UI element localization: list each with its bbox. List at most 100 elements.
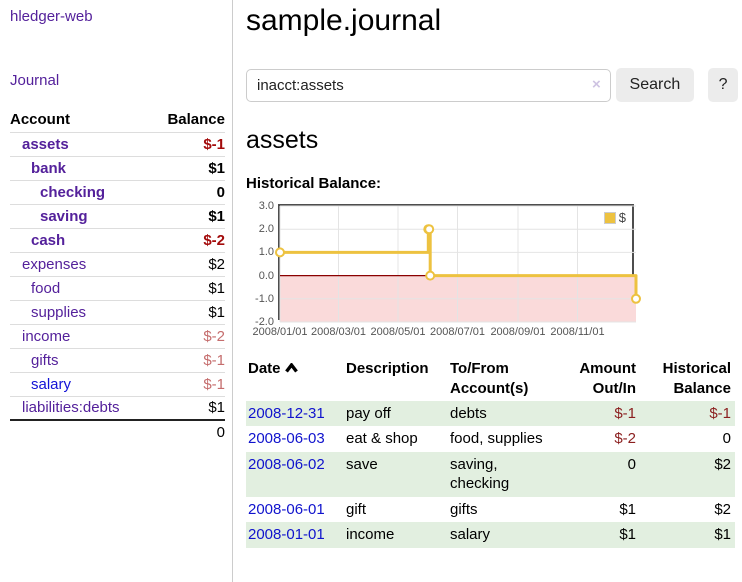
- register-header-balance-line2: Balance: [673, 380, 731, 398]
- register-header-description: Description: [346, 360, 429, 377]
- sort-asc-icon: [284, 363, 298, 373]
- chart-plot-area: $: [275, 204, 641, 323]
- account-row: gifts $-1: [10, 348, 225, 372]
- register-row: 2008-12-31 pay off debts $-1 $-1: [246, 400, 735, 426]
- register-balance: $-1: [709, 404, 731, 422]
- account-link-food[interactable]: food: [31, 279, 61, 297]
- account-balance: $2: [208, 255, 225, 273]
- register-accounts: food, supplies: [450, 430, 543, 447]
- account-link-income[interactable]: income: [22, 327, 71, 345]
- register-accounts: salary: [450, 526, 491, 543]
- page-title: sample.journal: [246, 4, 442, 37]
- register-header-amount-line1: Amount: [579, 360, 636, 377]
- x-axis-tick-label: 2008/03/01: [310, 326, 367, 338]
- account-balance: $1: [208, 159, 225, 177]
- register-header-amount-line2: Out/In: [592, 380, 636, 398]
- register-accounts: gifts: [450, 500, 478, 518]
- y-axis-tick-label: -1.0: [255, 292, 274, 305]
- x-axis-tick-label: 2008/05/01: [370, 326, 426, 338]
- account-row: supplies $1: [10, 300, 225, 324]
- register-amount: $1: [619, 526, 636, 543]
- register-row: 2008-06-01 gift gifts $1 $2: [246, 497, 735, 523]
- register-header-amount: Amount Out/In: [558, 358, 640, 401]
- search-input[interactable]: [246, 68, 611, 102]
- legend-label: $: [618, 210, 626, 225]
- transaction-date-link[interactable]: 2008-06-02: [248, 455, 325, 473]
- account-heading: assets: [246, 126, 319, 154]
- register-table-body: 2008-12-31 pay off debts $-1 $-1 2008-06-03 ea…: [246, 400, 735, 548]
- account-balance: $-1: [203, 351, 225, 369]
- y-axis-tick-label: 3.0: [258, 200, 274, 212]
- accounts-header-account: Account: [10, 110, 70, 128]
- register-accounts: saving, checking: [450, 455, 510, 493]
- search-button[interactable]: Search: [615, 68, 695, 102]
- search-form: × Search ?: [246, 68, 739, 102]
- y-axis-tick-label: 1.0: [258, 246, 274, 259]
- account-row: cash $-2: [10, 228, 225, 252]
- sidebar: hledger-web Journal Account Balance asse…: [0, 0, 233, 582]
- account-row: saving $1: [10, 204, 225, 228]
- register-amount: $-2: [614, 430, 636, 447]
- register-header-balance-line1: Historical: [662, 360, 731, 377]
- register-amount: 0: [627, 455, 636, 473]
- balance-chart-svg: [275, 205, 641, 323]
- sidebar-item-journal[interactable]: Journal: [10, 72, 60, 89]
- register-header-accounts-line2: Account(s): [450, 380, 529, 398]
- y-axis-tick-label: 2.0: [258, 223, 274, 236]
- account-link-salary[interactable]: salary: [31, 375, 72, 393]
- accounts-total-row: 0: [10, 420, 225, 444]
- register-header-balance: Historical Balance: [640, 358, 735, 401]
- register-date: 2008-06-01: [246, 497, 342, 523]
- transaction-date-link[interactable]: 2008-12-31: [248, 404, 325, 422]
- account-balance: $1: [208, 207, 225, 225]
- account-balance: $-1: [203, 135, 225, 153]
- y-axis-tick-label: -2.0: [255, 316, 274, 328]
- account-link-bank[interactable]: bank: [31, 159, 67, 177]
- account-link-liabilities-debts[interactable]: liabilities:debts: [22, 399, 120, 417]
- help-button[interactable]: ?: [708, 68, 739, 102]
- account-row: checking 0: [10, 180, 225, 204]
- register-date: 2008-06-02: [246, 452, 342, 497]
- account-row: food $1: [10, 276, 225, 300]
- account-balance: $1: [208, 303, 225, 321]
- register-balance: $2: [714, 500, 731, 518]
- transaction-date-link[interactable]: 2008-01-01: [248, 526, 325, 543]
- account-row: bank $1: [10, 156, 225, 180]
- register-row: 2008-01-01 income salary $1 $1: [246, 522, 735, 548]
- brand-link[interactable]: hledger-web: [10, 8, 93, 25]
- account-link-checking[interactable]: checking: [40, 183, 106, 201]
- chart-legend: $: [601, 209, 628, 226]
- account-row: income $-2: [10, 324, 225, 348]
- main-content: sample.journal × Search ? assets Histori…: [246, 0, 739, 548]
- legend-swatch-icon: [603, 211, 616, 224]
- account-link-supplies[interactable]: supplies: [31, 303, 87, 321]
- y-axis-tick-label: 0.0: [258, 269, 274, 282]
- account-balance: $1: [208, 279, 225, 297]
- register-date: 2008-01-01: [246, 522, 342, 548]
- register-balance: $1: [714, 526, 731, 543]
- x-axis-tick-label: 2008/09/01: [490, 326, 546, 338]
- account-link-gifts[interactable]: gifts: [31, 351, 59, 369]
- account-balance: $-2: [203, 231, 225, 249]
- register-header-accounts: To/From Account(s): [446, 358, 558, 401]
- register-balance: $2: [714, 455, 731, 473]
- register-row: 2008-06-03 eat & shop food, supplies $-2 0: [246, 426, 735, 452]
- account-link-assets[interactable]: assets: [22, 135, 69, 153]
- register-amount: $1: [619, 500, 636, 518]
- account-link-cash[interactable]: cash: [31, 231, 66, 249]
- account-link-saving[interactable]: saving: [40, 207, 88, 225]
- account-row: liabilities:debts $1: [10, 396, 225, 420]
- account-balance: $-2: [203, 327, 225, 345]
- register-balance: 0: [722, 430, 731, 447]
- account-link-expenses[interactable]: expenses: [22, 255, 87, 273]
- register-header-date-label: Date: [248, 360, 281, 377]
- transaction-date-link[interactable]: 2008-06-01: [248, 500, 325, 518]
- register-row: 2008-06-02 save saving, checking 0 $2: [246, 451, 735, 497]
- account-balance: 0: [216, 183, 225, 201]
- accounts-header-balance: Balance: [167, 110, 225, 128]
- accounts-total-value: 0: [216, 424, 225, 441]
- clear-search-icon[interactable]: ×: [592, 76, 601, 93]
- transaction-date-link[interactable]: 2008-06-03: [248, 430, 325, 447]
- historical-balance-chart: $ 3.0 2.0 1.0 0.0 -1.0 -2.0 2008/01/01 2008/03…: [246, 200, 738, 338]
- register-description: income: [346, 526, 395, 543]
